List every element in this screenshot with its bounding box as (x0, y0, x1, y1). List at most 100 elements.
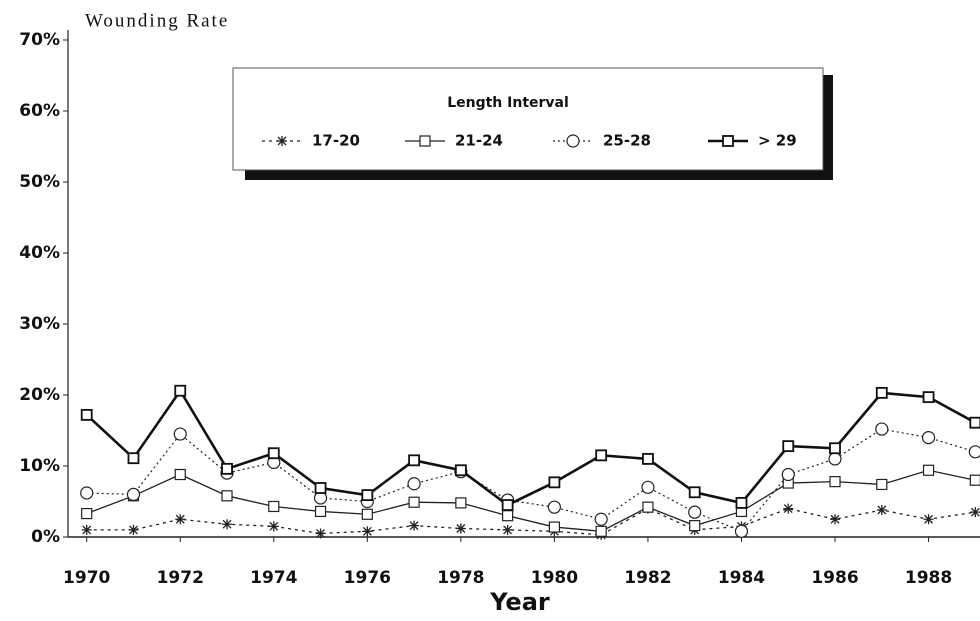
marker (80, 486, 94, 500)
marker (968, 445, 980, 459)
marker (688, 486, 701, 499)
y-tick-label: 20% (19, 385, 60, 405)
series-line (86, 428, 976, 533)
x-tick-label: 1972 (157, 568, 204, 588)
x-tick-label: 1984 (718, 568, 765, 588)
marker (921, 431, 936, 445)
x-tick-label: 1986 (811, 568, 858, 588)
marker (876, 505, 887, 516)
marker (782, 440, 795, 453)
y-tick-label: 10% (19, 456, 60, 476)
marker (126, 487, 141, 501)
marker (828, 452, 842, 466)
marker (642, 452, 654, 465)
x-tick-label: 1988 (905, 568, 952, 588)
x-tick-label: 1976 (344, 568, 391, 588)
chart-title: Wounding Rate (85, 10, 229, 31)
marker (922, 391, 935, 404)
y-tick-label: 0% (31, 527, 60, 547)
marker (455, 523, 466, 534)
marker (314, 482, 327, 494)
legend-marker (722, 135, 734, 147)
marker (734, 524, 749, 538)
marker (922, 464, 935, 476)
marker (783, 503, 794, 514)
x-tick-label: 1974 (250, 568, 297, 588)
marker (594, 512, 608, 526)
marker (361, 508, 373, 520)
marker (362, 526, 373, 537)
marker (923, 514, 934, 525)
marker (175, 514, 186, 525)
marker (409, 520, 420, 531)
marker (502, 510, 514, 522)
marker (688, 505, 702, 519)
legend-label: 17-20 (312, 132, 360, 150)
marker (876, 478, 888, 491)
marker (970, 507, 980, 518)
marker (173, 427, 187, 441)
marker (829, 442, 841, 455)
x-tick-label: 1978 (437, 568, 484, 588)
marker (735, 497, 748, 509)
marker (830, 514, 841, 525)
marker (689, 520, 701, 532)
marker (80, 408, 93, 421)
marker (81, 524, 92, 535)
legend-label: 25-28 (603, 132, 651, 150)
marker (595, 525, 607, 537)
marker (221, 462, 233, 475)
marker (127, 452, 140, 465)
marker (267, 447, 280, 460)
marker (829, 476, 841, 488)
marker (969, 416, 980, 429)
marker (455, 497, 467, 509)
marker (595, 449, 608, 462)
x-tick-label: 1982 (624, 568, 671, 588)
y-tick-label: 60% (19, 101, 60, 121)
marker (641, 480, 655, 494)
marker (128, 524, 139, 535)
marker (407, 477, 421, 491)
marker (875, 422, 889, 436)
marker (315, 528, 326, 539)
marker (408, 496, 420, 508)
marker (268, 521, 279, 532)
marker (547, 500, 562, 514)
series-line (86, 469, 976, 532)
legend-marker (566, 134, 580, 148)
marker (81, 507, 93, 520)
x-tick-label: 1970 (63, 568, 110, 588)
legend-marker (419, 135, 431, 147)
marker (642, 501, 654, 513)
marker (221, 490, 233, 502)
marker (361, 489, 374, 502)
marker (875, 386, 888, 399)
legend-box (232, 67, 824, 171)
marker (268, 500, 280, 513)
marker (548, 521, 561, 533)
marker (454, 464, 467, 477)
marker (174, 468, 186, 481)
marker (408, 454, 421, 467)
series-line (86, 507, 976, 536)
y-tick-label: 40% (19, 243, 60, 263)
y-tick-label: 70% (19, 30, 60, 50)
legend-title: Length Interval (447, 95, 569, 111)
marker (548, 476, 561, 489)
marker (174, 384, 187, 397)
series-line (85, 388, 976, 507)
marker (222, 519, 233, 530)
marker (502, 524, 513, 535)
legend-marker (277, 136, 287, 146)
marker (501, 499, 514, 511)
marker (781, 467, 795, 482)
legend-label: > 29 (758, 132, 797, 150)
marker (314, 505, 327, 518)
y-tick-label: 30% (19, 314, 60, 334)
marker (969, 474, 980, 486)
y-tick-label: 50% (19, 172, 60, 192)
x-axis-label: Year (489, 588, 550, 616)
